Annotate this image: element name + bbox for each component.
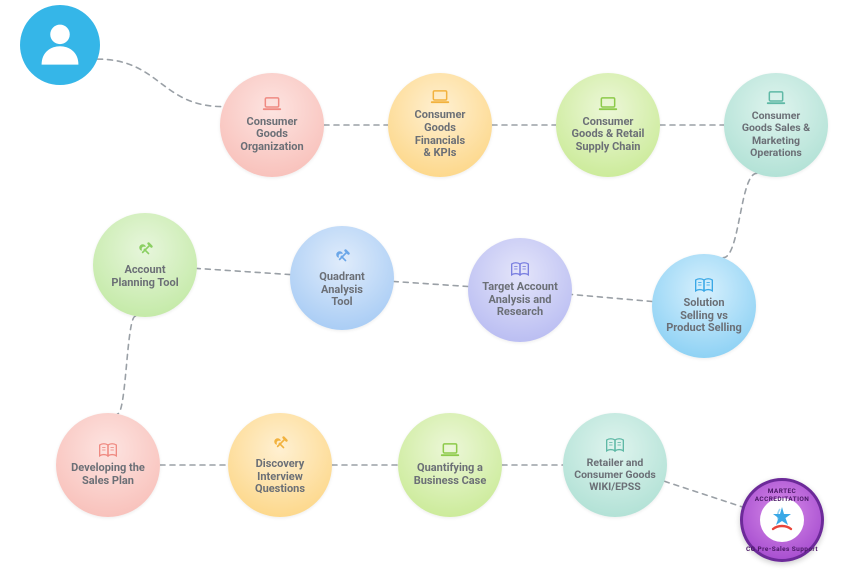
laptop-icon [440,443,460,458]
tools-icon [270,434,290,454]
accreditation-badge: MARTEC ACCREDITATION CG Pre-Sales Support [740,478,824,562]
path-node-n8[interactable]: Account Planning Tool [93,213,197,317]
path-node-n5[interactable]: Solution Selling vs Product Selling [652,254,756,358]
book-icon [510,261,530,277]
path-node-n4[interactable]: Consumer Goods Sales & Marketing Operati… [724,73,828,177]
path-node-n12[interactable]: Retailer and Consumer Goods WIKI/EPSS [563,413,667,517]
node-label: Discovery Interview Questions [255,458,305,496]
path-node-n1[interactable]: Consumer Goods Organization [220,73,324,177]
person-icon [34,17,86,73]
node-label: Quantifying a Business Case [414,462,487,487]
path-node-n2[interactable]: Consumer Goods Financials & KPIs [388,73,492,177]
tools-icon [332,247,352,267]
path-node-n10[interactable]: Discovery Interview Questions [228,413,332,517]
node-label: Retailer and Consumer Goods WIKI/EPSS [574,457,656,493]
node-label: Target Account Analysis and Research [482,281,558,319]
book-icon [694,277,714,293]
laptop-icon [766,91,786,106]
laptop-icon [262,97,282,112]
node-label: Consumer Goods Financials & KPIs [415,109,466,160]
badge-emblem [760,498,804,542]
start-node [20,5,100,85]
tools-icon [135,240,155,260]
path-node-n11[interactable]: Quantifying a Business Case [398,413,502,517]
node-label: Account Planning Tool [111,264,178,289]
book-icon [98,442,118,458]
path-node-n3[interactable]: Consumer Goods & Retail Supply Chain [556,73,660,177]
path-node-n6[interactable]: Target Account Analysis and Research [468,238,572,342]
laptop-icon [598,97,618,112]
badge-bottom-text: CG Pre-Sales Support [743,545,821,553]
badge-top-text: MARTEC ACCREDITATION [743,487,821,503]
path-node-n9[interactable]: Developing the Sales Plan [56,413,160,517]
diagram-stage: Consumer Goods Organization Consumer Goo… [0,0,850,587]
book-icon [605,437,625,453]
node-label: Developing the Sales Plan [71,462,145,487]
node-label: Consumer Goods & Retail Supply Chain [572,116,645,154]
node-label: Quadrant Analysis Tool [319,271,364,309]
node-label: Solution Selling vs Product Selling [666,297,742,335]
path-node-n7[interactable]: Quadrant Analysis Tool [290,226,394,330]
node-label: Consumer Goods Sales & Marketing Operati… [742,110,810,158]
node-label: Consumer Goods Organization [240,116,303,154]
laptop-icon [430,90,450,105]
